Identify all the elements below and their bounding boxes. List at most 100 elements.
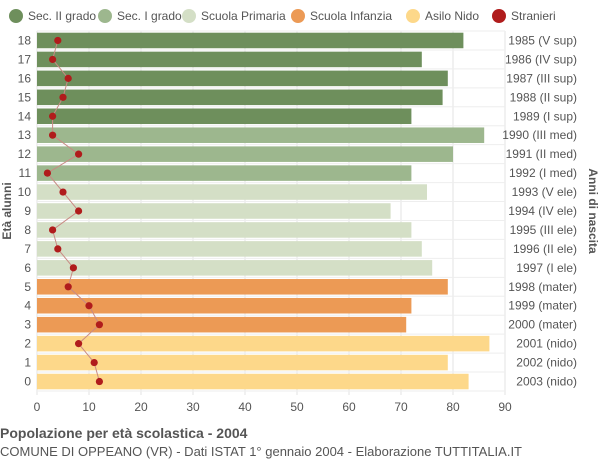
x-tick-label: 40 xyxy=(238,400,252,414)
age-tick-label: 2 xyxy=(24,337,31,351)
birth-year-tick-label: 1995 (III ele) xyxy=(510,223,577,237)
birth-year-tick-label: 1997 (I ele) xyxy=(516,261,577,275)
stranieri-series xyxy=(43,36,103,386)
bar xyxy=(37,51,422,68)
age-tick-label: 18 xyxy=(18,33,32,47)
stranieri-point xyxy=(59,93,67,101)
legend-marker xyxy=(406,9,420,23)
stranieri-point xyxy=(64,74,72,82)
bar xyxy=(37,335,490,352)
bars xyxy=(37,32,490,390)
x-tick-label: 30 xyxy=(186,400,200,414)
y-axis-left-label: Età alunni xyxy=(0,182,14,239)
birth-year-tick-label: 1989 (I sup) xyxy=(513,109,577,123)
birth-year-tick-label: 1990 (III med) xyxy=(502,128,577,142)
stranieri-point xyxy=(95,377,103,386)
stranieri-point xyxy=(95,321,103,329)
bar xyxy=(37,373,469,390)
bar xyxy=(37,184,427,200)
legend-label: Sec. I grado xyxy=(117,9,182,23)
age-tick-label: 10 xyxy=(18,185,32,199)
age-tick-label: 3 xyxy=(24,318,31,332)
age-tick-label: 13 xyxy=(18,128,32,142)
bar xyxy=(37,354,448,371)
y-axis-right-ticks: 1985 (V sup) 1986 (IV sup) 1987 (III sup) 1… xyxy=(502,33,577,388)
stranieri-point xyxy=(75,150,83,158)
bar xyxy=(37,260,433,276)
legend-label: Asilo Nido xyxy=(425,9,479,23)
stranieri-point xyxy=(54,245,62,253)
stranieri-point xyxy=(85,302,93,310)
stranieri-point xyxy=(49,226,57,234)
age-tick-label: 5 xyxy=(24,280,31,294)
bar xyxy=(37,108,412,125)
legend: Sec. II grado Sec. I grado Scuola Primaria… xyxy=(9,9,556,23)
bar xyxy=(37,70,448,87)
stranieri-point xyxy=(69,264,77,272)
x-tick-label: 80 xyxy=(446,400,460,414)
birth-year-tick-label: 1992 (I med) xyxy=(509,166,577,180)
age-tick-label: 6 xyxy=(24,261,31,275)
legend-marker xyxy=(492,9,506,23)
legend-label: Stranieri xyxy=(511,9,556,23)
bar xyxy=(37,146,453,162)
legend-label: Scuola Infanzia xyxy=(310,9,392,23)
age-tick-label: 8 xyxy=(24,223,31,237)
age-tick-label: 9 xyxy=(24,204,31,218)
birth-year-tick-label: 1986 (IV sup) xyxy=(505,52,577,66)
age-tick-label: 11 xyxy=(19,166,32,180)
y-axis-right-label: Anni di nascita xyxy=(586,168,600,254)
bar xyxy=(37,316,407,333)
stranieri-point xyxy=(64,283,72,291)
birth-year-tick-label: 1996 (II ele) xyxy=(513,242,577,256)
x-tick-label: 10 xyxy=(82,400,96,414)
age-tick-label: 0 xyxy=(24,375,31,389)
legend-marker xyxy=(182,9,196,23)
age-tick-label: 17 xyxy=(18,52,32,66)
legend-marker xyxy=(98,9,112,23)
age-tick-label: 16 xyxy=(18,71,32,85)
birth-year-tick-label: 1994 (IV ele) xyxy=(508,204,577,218)
age-tick-label: 4 xyxy=(24,299,31,313)
chart-title: Popolazione per età scolastica - 2004 xyxy=(0,425,248,441)
x-tick-label: 20 xyxy=(134,400,148,414)
birth-year-tick-label: 2002 (nido) xyxy=(516,356,577,370)
bar xyxy=(37,222,412,238)
birth-year-tick-label: 2001 (nido) xyxy=(516,337,577,351)
stranieri-point xyxy=(54,36,62,45)
chart-subtitle: COMUNE DI OPPEANO (VR) - Dati ISTAT 1° g… xyxy=(0,444,522,459)
bar xyxy=(37,165,412,181)
birth-year-tick-label: 1988 (II sup) xyxy=(510,90,577,104)
bar xyxy=(37,127,485,143)
stranieri-point xyxy=(90,358,98,367)
bar xyxy=(37,203,391,219)
x-tick-label: 0 xyxy=(34,400,41,414)
age-tick-label: 12 xyxy=(18,147,32,161)
legend-marker xyxy=(291,9,305,23)
birth-year-tick-label: 1999 (mater) xyxy=(508,299,577,313)
legend-marker xyxy=(9,9,23,23)
stranieri-point xyxy=(49,55,57,64)
x-tick-label: 60 xyxy=(342,400,356,414)
legend-label: Sec. II grado xyxy=(28,9,96,23)
stranieri-point xyxy=(43,169,52,177)
legend-label: Scuola Primaria xyxy=(201,9,286,23)
bar xyxy=(37,32,464,49)
bar xyxy=(37,279,448,295)
stranieri-point xyxy=(75,340,83,348)
age-tick-label: 1 xyxy=(24,356,31,370)
age-tick-label: 15 xyxy=(18,90,32,104)
bar xyxy=(37,297,412,314)
stranieri-point xyxy=(59,188,67,196)
bar xyxy=(37,89,443,106)
x-tick-label: 70 xyxy=(394,400,408,414)
bar xyxy=(37,241,422,257)
birth-year-tick-label: 1998 (mater) xyxy=(508,280,577,294)
birth-year-tick-label: 1991 (II med) xyxy=(506,147,577,161)
birth-year-tick-label: 1993 (V ele) xyxy=(512,185,577,199)
x-tick-label: 90 xyxy=(498,400,512,414)
stranieri-point xyxy=(75,207,83,215)
stranieri-point xyxy=(49,131,57,139)
